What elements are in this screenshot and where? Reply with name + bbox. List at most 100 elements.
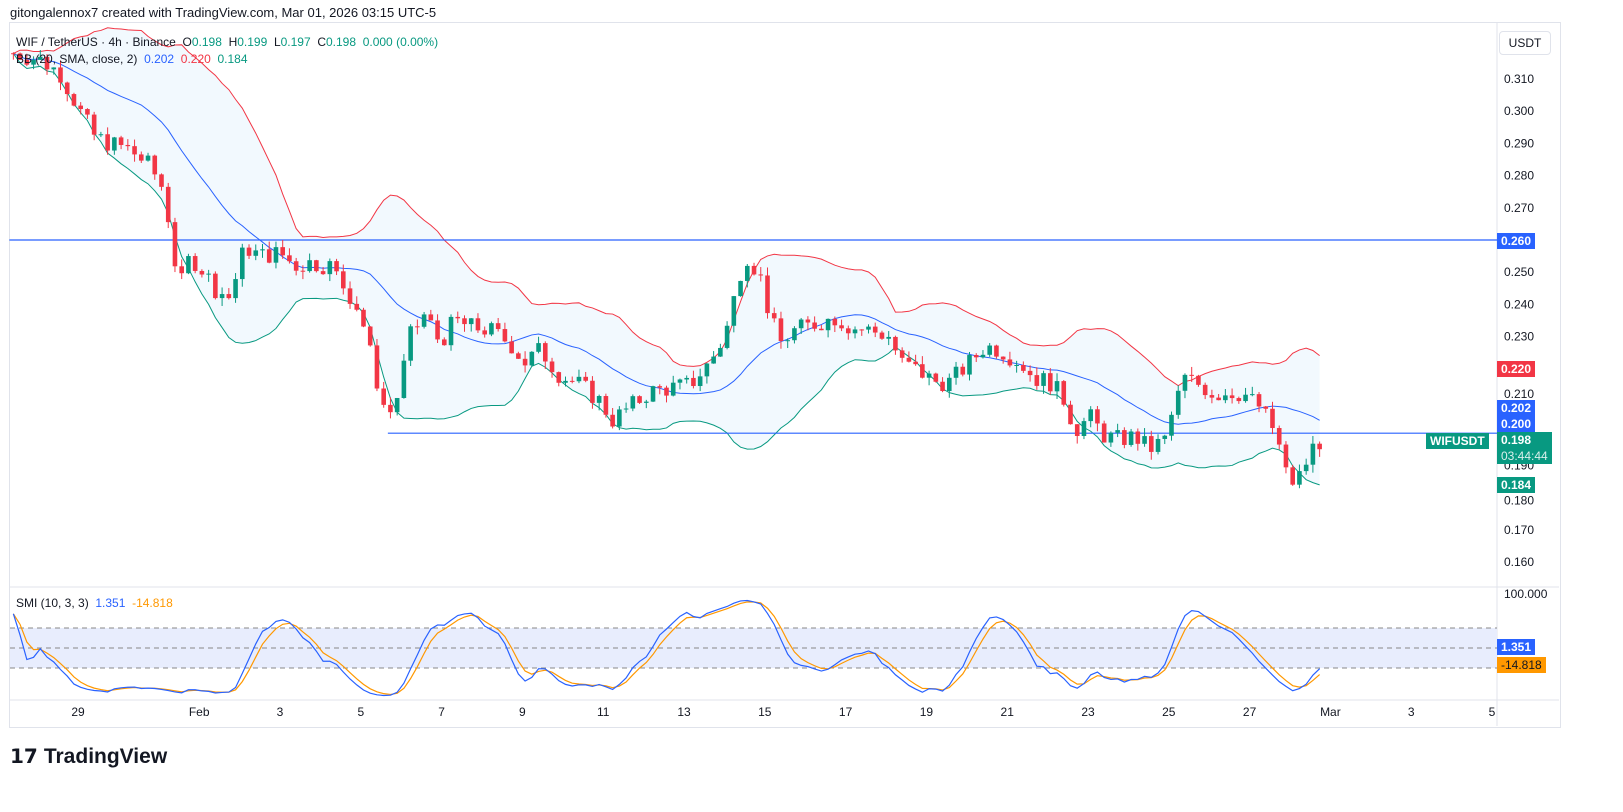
candle-body xyxy=(1054,381,1060,392)
candle xyxy=(778,311,784,349)
candle xyxy=(179,259,184,280)
candle xyxy=(112,136,117,155)
candle-body xyxy=(37,56,43,60)
candle-body xyxy=(852,329,858,334)
candle xyxy=(516,351,521,359)
low-value: 0.197 xyxy=(280,35,311,49)
candle-body xyxy=(206,273,211,275)
candle-body xyxy=(913,361,918,365)
candle xyxy=(967,351,972,381)
candle-body xyxy=(213,273,218,299)
candle xyxy=(1216,394,1221,401)
candle xyxy=(738,280,743,297)
candle xyxy=(1270,401,1275,435)
candle-body xyxy=(118,137,124,145)
candle-body xyxy=(899,350,905,358)
candle xyxy=(906,351,912,363)
candle xyxy=(1223,389,1228,404)
candle xyxy=(1081,417,1087,440)
candle-body xyxy=(441,339,447,346)
candle xyxy=(165,182,171,229)
candle-body xyxy=(839,325,844,329)
candle-body xyxy=(71,94,77,106)
candle-body xyxy=(51,67,57,70)
candle xyxy=(886,331,891,346)
candle xyxy=(711,351,716,364)
candle-body xyxy=(556,372,562,383)
candle xyxy=(347,281,353,309)
price-tick: 0.280 xyxy=(1504,169,1534,183)
bb-upper-price-label: 0.220 xyxy=(1497,361,1536,377)
candle-body xyxy=(381,388,386,405)
candle xyxy=(320,266,326,275)
candle-body xyxy=(138,154,144,161)
candle-body xyxy=(1088,409,1093,422)
candle xyxy=(394,397,400,416)
candle xyxy=(879,330,885,340)
candle xyxy=(17,52,23,60)
bb-label[interactable]: BB (20, SMA, close, 2) xyxy=(16,52,138,66)
candle-body xyxy=(516,353,521,359)
candle-body xyxy=(159,174,164,187)
candle-body xyxy=(489,323,494,335)
candle xyxy=(1276,425,1282,450)
candle xyxy=(489,321,494,337)
candle-body xyxy=(933,373,939,382)
symbol-title[interactable]: WIF / TetherUS · 4h · Binance xyxy=(16,35,176,49)
candle xyxy=(1290,464,1295,486)
candle-body xyxy=(980,354,986,358)
candle xyxy=(509,335,514,354)
candle-body xyxy=(542,343,548,362)
candle xyxy=(266,241,272,264)
bb-basis: 0.202 xyxy=(144,52,175,66)
tradingview-logo[interactable]: 𝟭𝟳 TradingView xyxy=(10,744,167,769)
candle xyxy=(24,53,30,67)
candle-body xyxy=(872,326,878,333)
smi-price-label: 1.351 xyxy=(1497,639,1536,655)
candle xyxy=(199,269,205,278)
candle xyxy=(852,326,858,339)
candle-body xyxy=(845,328,851,334)
candle xyxy=(825,318,831,338)
smi-label[interactable]: SMI (10, 3, 3) xyxy=(16,596,89,610)
candle xyxy=(260,243,265,258)
candle-body xyxy=(1303,464,1309,472)
candle-body xyxy=(85,109,90,115)
candle-body xyxy=(1068,404,1073,425)
candle xyxy=(785,338,790,349)
currency-unit-button[interactable]: USDT xyxy=(1499,31,1551,55)
candle-body xyxy=(819,328,824,331)
candle xyxy=(596,394,602,411)
candle xyxy=(293,257,299,276)
candle xyxy=(845,325,851,340)
candle-body xyxy=(731,296,737,326)
candle xyxy=(536,336,541,354)
candle xyxy=(11,52,16,60)
candle xyxy=(300,265,306,280)
candle-body xyxy=(112,137,117,151)
candle xyxy=(872,322,878,338)
candle-body xyxy=(583,376,588,381)
candle xyxy=(192,253,198,274)
candle-body xyxy=(657,386,663,388)
candle-body xyxy=(630,396,636,409)
candle xyxy=(58,60,63,91)
candle-body xyxy=(563,380,568,383)
candle xyxy=(697,368,703,392)
candle xyxy=(253,244,259,261)
candle-body xyxy=(1229,395,1235,399)
candle xyxy=(994,344,999,359)
candle xyxy=(617,406,622,431)
candle xyxy=(78,102,83,115)
candle-body xyxy=(1122,430,1127,445)
candle-body xyxy=(792,328,797,341)
price-tick: 0.230 xyxy=(1504,330,1534,344)
bb-upper: 0.220 xyxy=(180,52,211,66)
candle-body xyxy=(186,256,191,274)
candle-body xyxy=(105,134,110,151)
candle xyxy=(1054,373,1060,400)
candle xyxy=(354,296,360,312)
candle xyxy=(138,151,144,163)
candle-body xyxy=(778,318,784,341)
